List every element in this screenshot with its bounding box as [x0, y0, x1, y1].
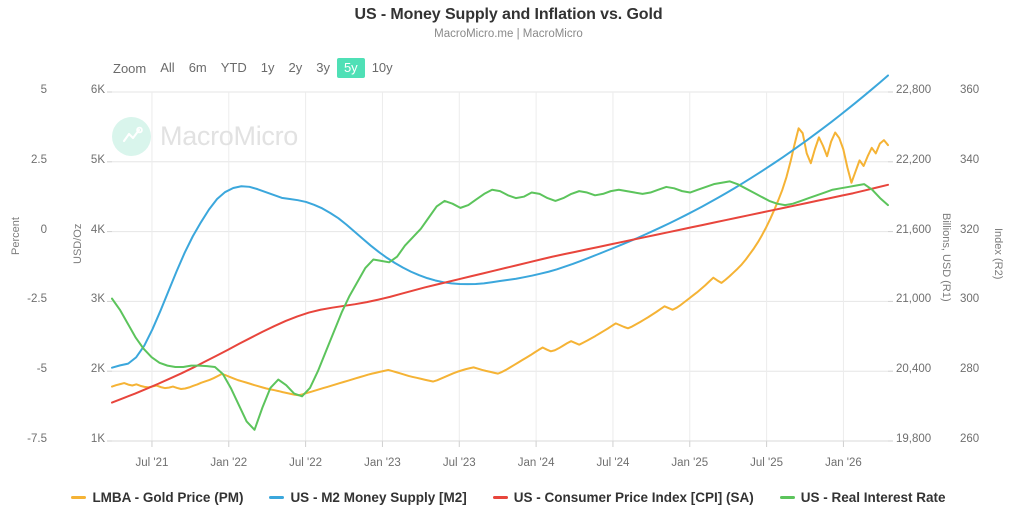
y-tick-percent: 0	[40, 223, 47, 236]
axis-title-percent: Percent	[10, 217, 22, 255]
page-title: US - Money Supply and Inflation vs. Gold	[354, 6, 663, 23]
series-line-3	[111, 180, 889, 431]
legend-label: US - Consumer Price Index [CPI] (SA)	[513, 490, 754, 505]
x-tick-label: Jan '25	[671, 457, 709, 469]
y-tick-usdoz: 6K	[90, 84, 105, 96]
y-tick-billions: 20,400	[896, 363, 932, 376]
y-tick-index: 320	[960, 223, 980, 236]
y-tick-index: 340	[960, 153, 980, 166]
chart-legend: LMBA - Gold Price (PM) US - M2 Money Supp…	[0, 490, 1017, 505]
zoom-button-10y[interactable]: 10y	[371, 60, 393, 75]
y-tick-percent: 2.5	[31, 153, 47, 166]
series-line-2	[111, 183, 889, 404]
zoom-button-2y[interactable]: 2y	[288, 60, 303, 75]
legend-item-3[interactable]: US - Real Interest Rate	[779, 490, 946, 505]
y-tick-usdoz: 5K	[90, 153, 105, 166]
x-tick-label: Jul '21	[135, 457, 169, 469]
x-tick-label: Jan '26	[825, 457, 862, 469]
x-tick-label: Jan '23	[364, 457, 401, 469]
zoom-button-all[interactable]: All	[160, 60, 175, 75]
y-tick-percent: -7.5	[27, 433, 47, 445]
zoom-button-6m[interactable]: 6m	[188, 60, 207, 75]
y-tick-billions: 22,200	[896, 153, 932, 166]
y-tick-usdoz: 1K	[90, 433, 105, 445]
zoom-range-control: Zoom All 6m YTD 1y 2y 3y 5y 10y	[113, 58, 400, 78]
y-tick-usdoz: 4K	[90, 223, 105, 236]
zoom-button-1y[interactable]: 1y	[260, 60, 275, 75]
y-tick-index: 280	[960, 363, 980, 376]
legend-item-1[interactable]: US - M2 Money Supply [M2]	[269, 490, 467, 505]
zoom-button-5y[interactable]: 5y	[336, 58, 365, 78]
chart-subtitle: MacroMicro.me | MacroMicro	[434, 28, 583, 40]
y-tick-percent: 5	[40, 84, 47, 96]
axis-title-billions: Billions, USD (R1)	[940, 213, 952, 302]
zoom-label: Zoom	[113, 60, 147, 76]
legend-label: US - Real Interest Rate	[800, 490, 946, 505]
legend-swatch-icon	[269, 496, 285, 499]
x-tick-label: Jan '24	[517, 457, 555, 469]
y-tick-usdoz: 3K	[90, 293, 105, 306]
y-tick-index: 360	[960, 84, 980, 96]
y-tick-index: 260	[960, 433, 980, 445]
legend-item-0[interactable]: LMBA - Gold Price (PM)	[71, 490, 243, 505]
x-tick-label: Jan '22	[210, 457, 248, 469]
zoom-button-ytd[interactable]: YTD	[220, 60, 247, 75]
y-tick-percent: -2.5	[27, 293, 47, 306]
series-line-0	[111, 127, 889, 397]
legend-label: LMBA - Gold Price (PM)	[92, 490, 244, 505]
axis-title-index: Index (R2)	[992, 228, 1004, 280]
y-tick-index: 300	[960, 293, 980, 306]
axis-title-usdoz: USD/Oz	[72, 223, 84, 264]
legend-swatch-icon	[779, 496, 795, 499]
x-tick-label: Jul '24	[596, 457, 630, 469]
series-line-1	[111, 74, 889, 369]
legend-swatch-icon	[71, 496, 87, 499]
legend-swatch-icon	[492, 496, 508, 499]
y-tick-usdoz: 2K	[90, 363, 105, 376]
x-tick-label: Jul '25	[750, 457, 784, 469]
legend-label: US - M2 Money Supply [M2]	[290, 490, 467, 505]
y-tick-billions: 22,800	[896, 84, 932, 96]
y-tick-billions: 21,000	[896, 293, 932, 306]
zoom-button-3y[interactable]: 3y	[316, 60, 330, 75]
x-tick-label: Jul '23	[442, 457, 476, 469]
y-tick-percent: -5	[36, 363, 47, 376]
legend-item-2[interactable]: US - Consumer Price Index [CPI] (SA)	[492, 490, 754, 505]
y-tick-billions: 21,600	[896, 223, 932, 236]
y-tick-billions: 19,800	[896, 433, 932, 445]
x-tick-label: Jul '22	[289, 457, 323, 469]
